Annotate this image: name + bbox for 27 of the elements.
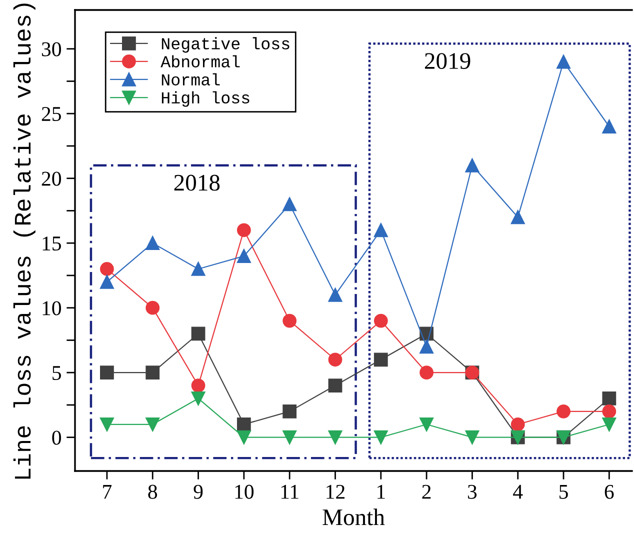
legend-label: Negative loss	[162, 37, 290, 53]
y-tick-label: 30	[42, 42, 62, 56]
x-axis-title: Month	[322, 508, 385, 526]
y-axis-title: Line loss values (Relative values)	[13, 4, 36, 479]
x-tick-label: 9	[194, 484, 203, 499]
y-tick-label: 0	[52, 430, 62, 445]
x-tick-label: 7	[103, 485, 112, 499]
x-tick-label: 8	[148, 484, 158, 499]
x-tick-label: 1	[378, 484, 385, 499]
x-tick-label: 10	[235, 484, 254, 499]
x-tick-label: 5	[560, 485, 568, 499]
x-tick-label: 11	[281, 484, 298, 499]
annotation: 2018	[174, 174, 220, 191]
y-tick-label: 15	[42, 236, 61, 251]
x-tick-label: 4	[513, 484, 523, 499]
legend-label: Normal	[162, 73, 220, 86]
legend-label: Abnormal	[160, 55, 240, 68]
annotation: 2019	[424, 53, 470, 70]
y-tick-label: 5	[52, 366, 61, 380]
x-tick-label: 2	[422, 484, 431, 499]
y-tick-label: 20	[42, 172, 62, 186]
x-tick-label: 3	[468, 484, 477, 499]
x-tick-label: 12	[326, 484, 345, 499]
x-tick-label: 6	[604, 484, 614, 499]
y-tick-label: 10	[42, 301, 62, 316]
legend-label: High loss	[162, 91, 250, 107]
y-tick-label: 25	[42, 107, 61, 122]
